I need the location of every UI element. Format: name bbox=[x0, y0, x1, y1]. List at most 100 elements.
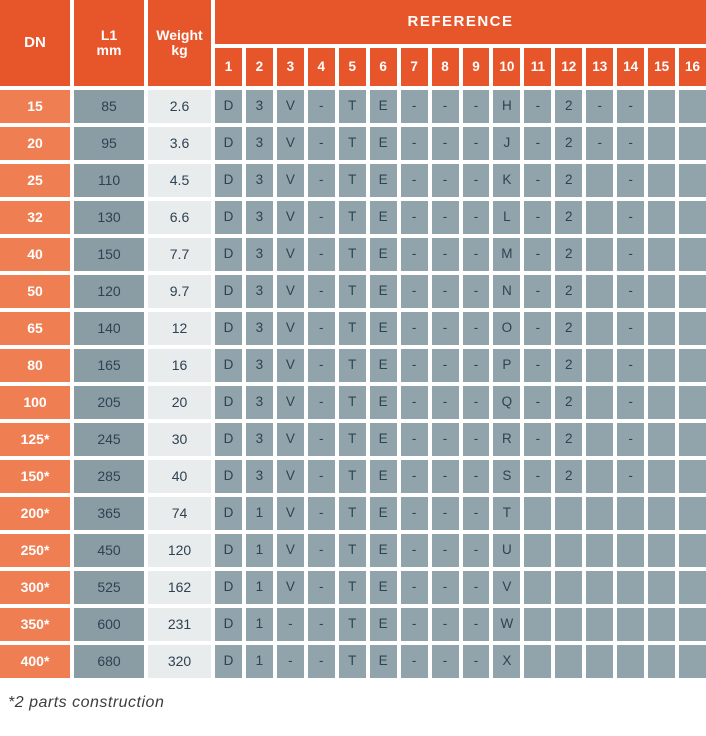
row-0-ref-16 bbox=[679, 90, 706, 123]
row-11-ref-9: - bbox=[462, 497, 490, 530]
row-9-ref-2: 3 bbox=[245, 423, 273, 456]
row-11-ref-11 bbox=[524, 497, 552, 530]
row-8-ref-2: 3 bbox=[245, 386, 273, 419]
row-3-ref-11: - bbox=[524, 201, 552, 234]
row-5-ref-9: - bbox=[462, 275, 490, 308]
row-15-ref-14 bbox=[617, 645, 645, 678]
row-13-ref-10: V bbox=[493, 571, 521, 604]
col-header-l1: L1 mm bbox=[74, 0, 144, 86]
row-4-ref-16 bbox=[679, 238, 706, 271]
row-10-ref-3: V bbox=[276, 460, 304, 493]
row-10-dn: 150* bbox=[0, 460, 70, 493]
row-11-ref-3: V bbox=[276, 497, 304, 530]
row-10-ref-11: - bbox=[524, 460, 552, 493]
row-5-ref-4: - bbox=[307, 275, 335, 308]
row-13-ref-15 bbox=[648, 571, 676, 604]
row-4-ref-10: M bbox=[493, 238, 521, 271]
ref-col-header-5: 5 bbox=[338, 48, 366, 86]
row-2-ref-2: 3 bbox=[245, 164, 273, 197]
ref-col-header-14: 14 bbox=[617, 48, 645, 86]
row-12-ref-6: E bbox=[369, 534, 397, 567]
footnote: *2 parts construction bbox=[8, 694, 165, 711]
ref-col-header-11: 11 bbox=[524, 48, 552, 86]
row-8-ref-12: 2 bbox=[555, 386, 583, 419]
row-8-dn: 100 bbox=[0, 386, 70, 419]
row-0-ref-7: - bbox=[400, 90, 428, 123]
row-12-ref-13 bbox=[586, 534, 614, 567]
row-6-ref-2: 3 bbox=[245, 312, 273, 345]
row-1-ref-11: - bbox=[524, 127, 552, 160]
col-header-l1-line2: mm bbox=[96, 42, 122, 58]
row-0-weight: 2.6 bbox=[148, 90, 211, 123]
row-8-ref-8: - bbox=[431, 386, 459, 419]
row-10-ref-6: E bbox=[369, 460, 397, 493]
row-9-ref-14: - bbox=[617, 423, 645, 456]
row-13-ref-1: D bbox=[215, 571, 242, 604]
row-1-ref-2: 3 bbox=[245, 127, 273, 160]
row-0-ref-13: - bbox=[586, 90, 614, 123]
row-15-ref-11 bbox=[524, 645, 552, 678]
row-1-ref-5: T bbox=[338, 127, 366, 160]
row-10-ref-4: - bbox=[307, 460, 335, 493]
row-7-ref-6: E bbox=[369, 349, 397, 382]
row-4-ref-15 bbox=[648, 238, 676, 271]
row-11-dn: 200* bbox=[0, 497, 70, 530]
row-14-ref-5: T bbox=[338, 608, 366, 641]
row-11-ref-10: T bbox=[493, 497, 521, 530]
row-10-ref-2: 3 bbox=[245, 460, 273, 493]
row-0-l1: 85 bbox=[74, 90, 144, 123]
row-7-dn: 80 bbox=[0, 349, 70, 382]
row-10-ref-1: D bbox=[215, 460, 242, 493]
row-1-ref-7: - bbox=[400, 127, 428, 160]
row-12-ref-16 bbox=[679, 534, 706, 567]
row-1-ref-6: E bbox=[369, 127, 397, 160]
row-14-ref-7: - bbox=[400, 608, 428, 641]
row-0-ref-14: - bbox=[617, 90, 645, 123]
row-14-ref-8: - bbox=[431, 608, 459, 641]
row-3-ref-3: V bbox=[276, 201, 304, 234]
row-13-ref-11 bbox=[524, 571, 552, 604]
row-4-ref-12: 2 bbox=[555, 238, 583, 271]
row-9-ref-16 bbox=[679, 423, 706, 456]
row-14-l1: 600 bbox=[74, 608, 144, 641]
row-0-ref-11: - bbox=[524, 90, 552, 123]
row-7-ref-3: V bbox=[276, 349, 304, 382]
row-9-ref-7: - bbox=[400, 423, 428, 456]
row-6-ref-11: - bbox=[524, 312, 552, 345]
row-6-ref-16 bbox=[679, 312, 706, 345]
row-0-ref-2: 3 bbox=[245, 90, 273, 123]
row-6-ref-4: - bbox=[307, 312, 335, 345]
row-12-ref-11 bbox=[524, 534, 552, 567]
row-1-ref-13: - bbox=[586, 127, 614, 160]
row-6-l1: 140 bbox=[74, 312, 144, 345]
row-4-ref-9: - bbox=[462, 238, 490, 271]
row-9-l1: 245 bbox=[74, 423, 144, 456]
row-8-ref-16 bbox=[679, 386, 706, 419]
row-2-ref-13 bbox=[586, 164, 614, 197]
row-3-ref-5: T bbox=[338, 201, 366, 234]
row-11-ref-5: T bbox=[338, 497, 366, 530]
row-10-ref-5: T bbox=[338, 460, 366, 493]
ref-col-header-16: 16 bbox=[679, 48, 706, 86]
row-10-ref-8: - bbox=[431, 460, 459, 493]
row-0-ref-15 bbox=[648, 90, 676, 123]
row-2-ref-9: - bbox=[462, 164, 490, 197]
row-15-ref-15 bbox=[648, 645, 676, 678]
row-0-ref-4: - bbox=[307, 90, 335, 123]
row-0-ref-10: H bbox=[493, 90, 521, 123]
row-13-ref-4: - bbox=[307, 571, 335, 604]
row-1-ref-12: 2 bbox=[555, 127, 583, 160]
row-0-ref-8: - bbox=[431, 90, 459, 123]
row-12-ref-15 bbox=[648, 534, 676, 567]
row-7-ref-2: 3 bbox=[245, 349, 273, 382]
row-13-ref-16 bbox=[679, 571, 706, 604]
row-3-ref-12: 2 bbox=[555, 201, 583, 234]
row-12-ref-12 bbox=[555, 534, 583, 567]
row-6-dn: 65 bbox=[0, 312, 70, 345]
row-15-ref-10: X bbox=[493, 645, 521, 678]
row-6-ref-13 bbox=[586, 312, 614, 345]
row-4-ref-4: - bbox=[307, 238, 335, 271]
row-6-ref-1: D bbox=[215, 312, 242, 345]
row-1-weight: 3.6 bbox=[148, 127, 211, 160]
row-3-ref-2: 3 bbox=[245, 201, 273, 234]
